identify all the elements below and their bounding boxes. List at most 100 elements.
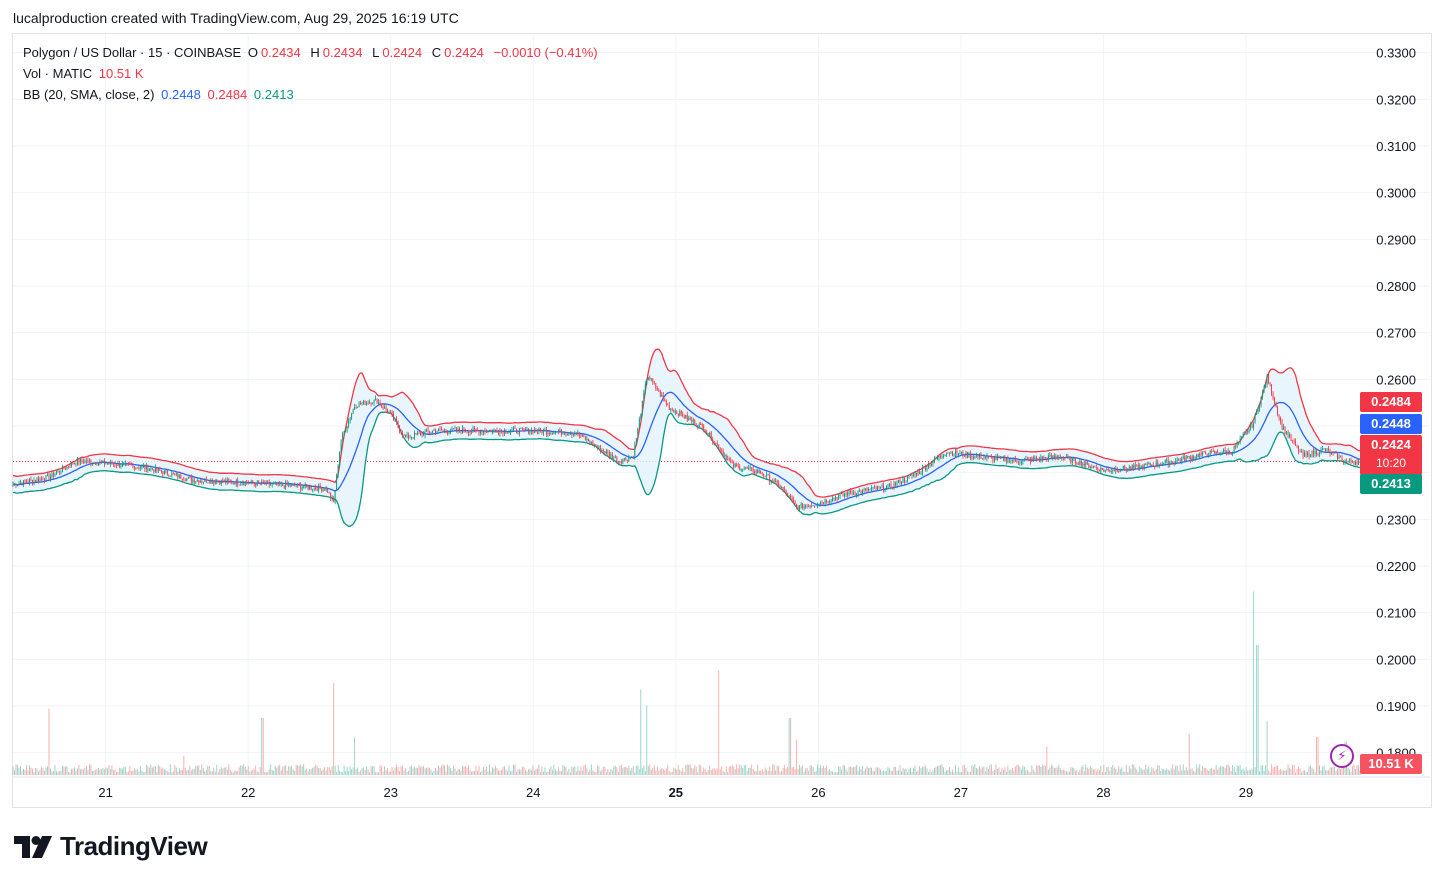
candle-body: [93, 462, 95, 464]
candle-body: [587, 438, 589, 442]
bb-legend[interactable]: BB (20, SMA, close, 2) 0.2448 0.2484 0.2…: [23, 87, 297, 102]
chart-frame[interactable]: [12, 33, 1432, 808]
candle-body: [1211, 451, 1213, 452]
candle-body: [247, 483, 249, 484]
volume-bar: [1260, 765, 1262, 775]
volume-bar: [234, 770, 236, 775]
volume-bar: [957, 767, 959, 775]
candle-body: [1194, 457, 1196, 459]
volume-bar: [41, 766, 42, 775]
volume-bar: [58, 771, 60, 775]
volume-bar: [1217, 769, 1219, 775]
volume-bar: [881, 771, 883, 775]
candle-body: [1100, 467, 1102, 472]
volume-bar: [572, 767, 574, 775]
symbol-legend[interactable]: Polygon / US Dollar · 15 · COINBASE O 0.2…: [23, 45, 601, 60]
candle-body: [187, 477, 189, 479]
volume-bar: [298, 765, 300, 775]
candle-body: [787, 493, 789, 497]
candle-body: [438, 428, 439, 432]
volume-bar: [835, 772, 837, 775]
candle-body: [21, 482, 23, 485]
volume-bar: [1052, 765, 1054, 775]
volume-bar: [599, 771, 601, 775]
volume-bar: [300, 764, 302, 775]
volume-legend[interactable]: Vol · MATIC 10.51 K: [23, 66, 147, 81]
candle-body: [66, 466, 68, 470]
volume-bar: [1350, 771, 1352, 775]
volume-bar: [650, 769, 652, 775]
candle-body: [304, 484, 306, 488]
candle-body: [1139, 465, 1141, 470]
volume-bar: [1068, 771, 1070, 775]
volume-bar: [489, 764, 490, 775]
candle-body: [264, 482, 266, 485]
candle-body: [889, 483, 890, 485]
candle-body: [646, 379, 648, 384]
candle-body: [529, 431, 531, 434]
candle-body: [430, 432, 432, 433]
candle-body: [1148, 462, 1150, 465]
volume-bar: [457, 769, 459, 775]
lightning-icon[interactable]: ⚡: [1330, 744, 1354, 768]
bar-countdown: 10:20: [1375, 456, 1407, 470]
candle-body: [106, 463, 108, 465]
bb-upper-line: [12, 348, 1361, 498]
candle-body: [584, 437, 586, 440]
candle-body: [1160, 464, 1162, 466]
volume-bar: [1085, 764, 1087, 775]
volume-bar: [683, 772, 685, 775]
candle-body: [163, 470, 165, 475]
volume-bar: [793, 766, 795, 775]
volume-bar: [514, 764, 516, 775]
candle-body: [1056, 456, 1058, 459]
tradingview-logo[interactable]: TradingView: [14, 831, 208, 862]
candle-body: [785, 489, 787, 494]
volume-bar: [703, 767, 705, 775]
candle-body: [96, 464, 98, 466]
candle-body: [115, 465, 117, 467]
candle-body: [619, 461, 621, 463]
volume-bar: [54, 765, 56, 775]
volume-label: Vol · MATIC: [23, 66, 93, 81]
candle-body: [1320, 448, 1322, 453]
candle-body: [1241, 436, 1243, 439]
candle-body: [662, 395, 664, 399]
candle-body: [904, 478, 905, 482]
candle-body: [346, 426, 348, 431]
volume-bar: [589, 769, 591, 775]
candle-body: [72, 462, 74, 465]
candle-body: [1239, 438, 1241, 443]
candle-body: [381, 405, 383, 407]
volume-bar: [1148, 766, 1150, 775]
volume-bar: [542, 771, 544, 775]
volume-bar: [544, 767, 546, 775]
candle-body: [730, 459, 732, 462]
candle-body: [1082, 463, 1084, 466]
candle-body: [1137, 464, 1139, 470]
volume-bar: [1335, 771, 1337, 775]
volume-bar: [719, 769, 721, 775]
volume-bar: [941, 764, 943, 775]
candle-body: [743, 468, 745, 470]
volume-bar: [631, 768, 633, 775]
volume-bar: [940, 765, 941, 775]
volume-bar: [643, 765, 645, 775]
volume-bar: [1001, 767, 1003, 775]
volume-bar: [1181, 770, 1183, 775]
candle-body: [343, 431, 345, 434]
volume-bar: [616, 767, 618, 775]
volume-bar: [737, 768, 739, 775]
candle-body: [1223, 450, 1225, 453]
volume-bar: [415, 767, 417, 775]
volume-bar: [908, 768, 910, 775]
candle-body: [943, 456, 944, 457]
candle-body: [17, 484, 18, 486]
candle-body: [823, 502, 825, 504]
candle-body: [692, 419, 694, 422]
candle-body: [917, 471, 919, 476]
candle-body: [548, 432, 550, 434]
volume-bar: [1041, 764, 1043, 775]
candle-body: [1353, 462, 1355, 464]
